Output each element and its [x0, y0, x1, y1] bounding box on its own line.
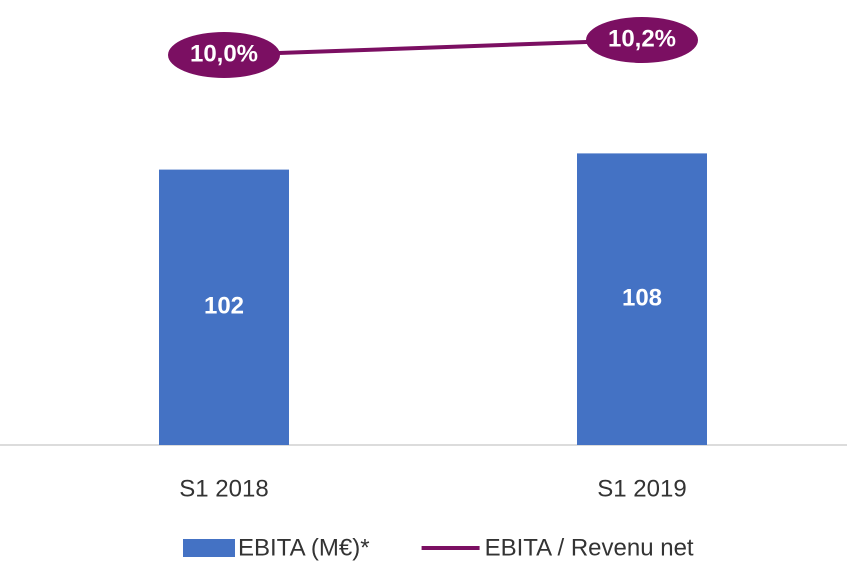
legend-label: EBITA / Revenu net [485, 534, 694, 561]
line-value-label: 10,2% [608, 25, 676, 52]
bar-value-label: 102 [204, 293, 244, 320]
x-tick-label: S1 2019 [597, 475, 686, 502]
bar [577, 153, 707, 445]
line-value-label: 10,0% [190, 40, 258, 67]
bar-value-label: 108 [622, 285, 662, 312]
bar [159, 169, 289, 445]
legend-swatch [183, 539, 235, 557]
x-tick-label: S1 2018 [179, 475, 268, 502]
line [223, 38, 643, 57]
label-bubble [168, 32, 280, 78]
legend-label: EBITA (M€)* [238, 534, 370, 561]
label-bubble [586, 17, 698, 63]
